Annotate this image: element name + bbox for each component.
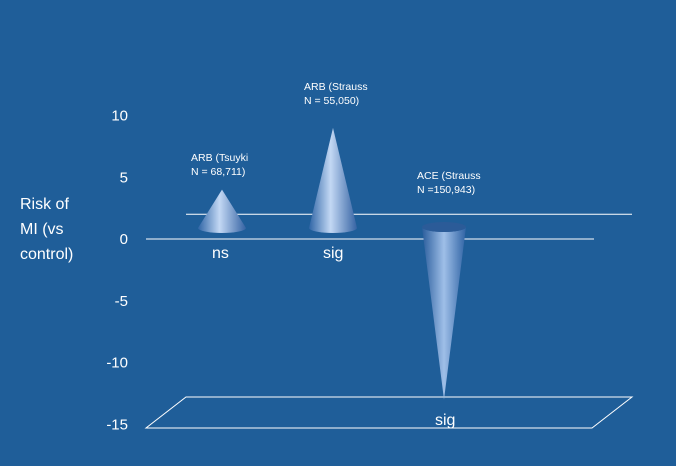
y-tick-label: -5 [115, 293, 128, 310]
y-tick-label: 0 [120, 231, 128, 248]
category-label-3-line-2: N =150,943) [417, 184, 475, 196]
y-tick-label: -15 [106, 416, 128, 433]
category-label-3-line-1: ACE (Strauss [417, 170, 481, 182]
significance-label-2: sig [323, 245, 343, 262]
y-axis-label: Risk of MI (vs control) [20, 196, 73, 263]
cone-mark [309, 127, 357, 233]
floor-plane [144, 396, 634, 429]
cone-mark [198, 189, 246, 233]
category-label-1-line-1: ARB (Tsuyki [191, 152, 248, 164]
category-label-2-line-1: ARB (Strauss [304, 81, 368, 93]
y-tick-labels: 10 5 0 -5 -10 -15 [106, 108, 128, 434]
y-axis-label-line-2: MI (vs [20, 221, 64, 238]
cone-base-top [422, 222, 466, 232]
cone-body [422, 227, 466, 400]
category-label-1-line-2: N = 68,711) [191, 166, 245, 178]
category-label-2: ARB (Strauss N = 55,050) [304, 81, 371, 107]
category-label-2-line-2: N = 55,050) [304, 95, 359, 107]
y-axis-label-line-3: control) [20, 246, 73, 263]
y-axis-label-line-1: Risk of [20, 196, 69, 213]
y-tick-label: 10 [111, 108, 128, 125]
category-label-1: ARB (Tsuyki N = 68,711) [191, 152, 251, 178]
significance-label-1: ns [212, 245, 229, 262]
significance-label-3: sig [435, 412, 455, 429]
cone-marks [198, 127, 466, 400]
cone-body [198, 189, 246, 233]
y-tick-label: 5 [120, 169, 128, 186]
cone-body [309, 127, 357, 233]
y-tick-label: -10 [106, 355, 128, 372]
category-label-3: ACE (Strauss N =150,943) [417, 170, 484, 196]
cone-mark [422, 222, 466, 400]
